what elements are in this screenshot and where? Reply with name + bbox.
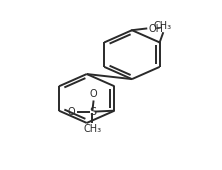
Text: S: S (89, 107, 96, 117)
Text: O: O (90, 89, 97, 99)
Text: CH₃: CH₃ (154, 21, 172, 31)
Text: CH₃: CH₃ (83, 124, 101, 134)
Text: O: O (68, 107, 75, 117)
Text: OH: OH (149, 23, 164, 33)
